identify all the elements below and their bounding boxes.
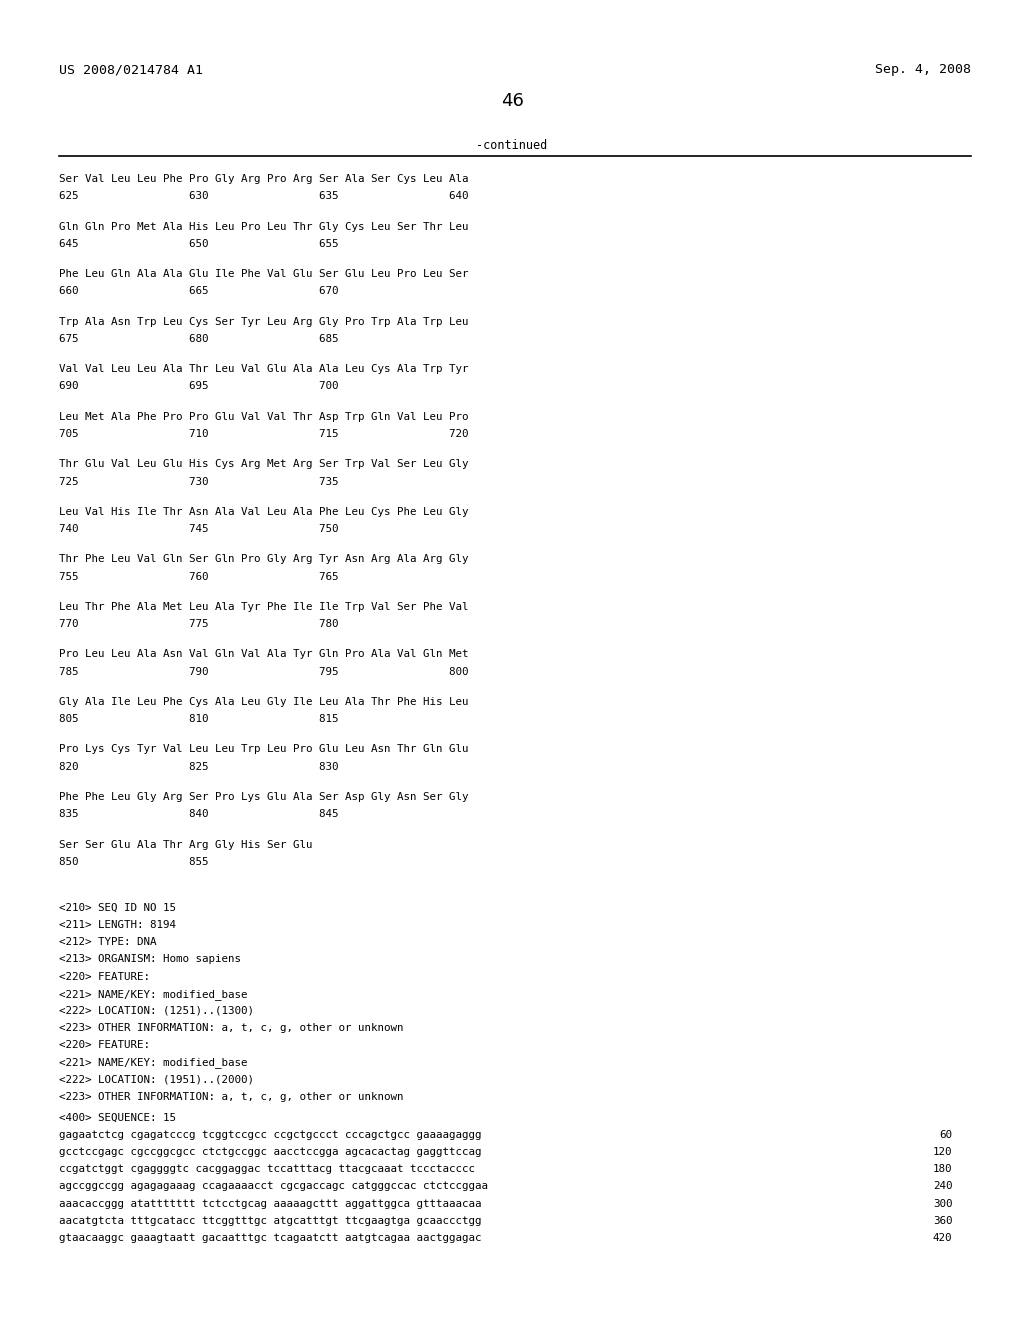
Text: 360: 360 [933, 1216, 952, 1226]
Text: Pro Lys Cys Tyr Val Leu Leu Trp Leu Pro Glu Leu Asn Thr Gln Glu: Pro Lys Cys Tyr Val Leu Leu Trp Leu Pro … [59, 744, 469, 755]
Text: <222> LOCATION: (1951)..(2000): <222> LOCATION: (1951)..(2000) [59, 1074, 254, 1085]
Text: agccggccgg agagagaaag ccagaaaacct cgcgaccagc catgggccac ctctccggaa: agccggccgg agagagaaag ccagaaaacct cgcgac… [59, 1181, 488, 1192]
Text: Phe Phe Leu Gly Arg Ser Pro Lys Glu Ala Ser Asp Gly Asn Ser Gly: Phe Phe Leu Gly Arg Ser Pro Lys Glu Ala … [59, 792, 469, 803]
Text: 835                 840                 845: 835 840 845 [59, 809, 339, 820]
Text: 725                 730                 735: 725 730 735 [59, 477, 339, 487]
Text: 660                 665                 670: 660 665 670 [59, 286, 339, 297]
Text: <400> SEQUENCE: 15: <400> SEQUENCE: 15 [59, 1113, 176, 1123]
Text: <221> NAME/KEY: modified_base: <221> NAME/KEY: modified_base [59, 1057, 248, 1068]
Text: 120: 120 [933, 1147, 952, 1158]
Text: Leu Met Ala Phe Pro Pro Glu Val Val Thr Asp Trp Gln Val Leu Pro: Leu Met Ala Phe Pro Pro Glu Val Val Thr … [59, 412, 469, 422]
Text: Ser Ser Glu Ala Thr Arg Gly His Ser Glu: Ser Ser Glu Ala Thr Arg Gly His Ser Glu [59, 840, 313, 850]
Text: 240: 240 [933, 1181, 952, 1192]
Text: Val Val Leu Leu Ala Thr Leu Val Glu Ala Ala Leu Cys Ala Trp Tyr: Val Val Leu Leu Ala Thr Leu Val Glu Ala … [59, 364, 469, 375]
Text: <210> SEQ ID NO 15: <210> SEQ ID NO 15 [59, 903, 176, 913]
Text: Leu Val His Ile Thr Asn Ala Val Leu Ala Phe Leu Cys Phe Leu Gly: Leu Val His Ile Thr Asn Ala Val Leu Ala … [59, 507, 469, 517]
Text: 60: 60 [939, 1130, 952, 1140]
Text: ccgatctggt cgaggggtc cacggaggac tccatttacg ttacgcaaat tccctacccc: ccgatctggt cgaggggtc cacggaggac tccattta… [59, 1164, 475, 1175]
Text: <212> TYPE: DNA: <212> TYPE: DNA [59, 937, 157, 948]
Text: -continued: -continued [476, 139, 548, 152]
Text: 300: 300 [933, 1199, 952, 1209]
Text: <220> FEATURE:: <220> FEATURE: [59, 972, 151, 982]
Text: 46: 46 [501, 92, 523, 111]
Text: 785                 790                 795                 800: 785 790 795 800 [59, 667, 469, 677]
Text: 805                 810                 815: 805 810 815 [59, 714, 339, 725]
Text: Leu Thr Phe Ala Met Leu Ala Tyr Phe Ile Ile Trp Val Ser Phe Val: Leu Thr Phe Ala Met Leu Ala Tyr Phe Ile … [59, 602, 469, 612]
Text: US 2008/0214784 A1: US 2008/0214784 A1 [59, 63, 204, 77]
Text: aacatgtcta tttgcatacc ttcggtttgc atgcatttgt ttcgaagtga gcaaccctgg: aacatgtcta tttgcatacc ttcggtttgc atgcatt… [59, 1216, 482, 1226]
Text: 755                 760                 765: 755 760 765 [59, 572, 339, 582]
Text: <221> NAME/KEY: modified_base: <221> NAME/KEY: modified_base [59, 989, 248, 999]
Text: <220> FEATURE:: <220> FEATURE: [59, 1040, 151, 1051]
Text: <211> LENGTH: 8194: <211> LENGTH: 8194 [59, 920, 176, 931]
Text: Thr Glu Val Leu Glu His Cys Arg Met Arg Ser Trp Val Ser Leu Gly: Thr Glu Val Leu Glu His Cys Arg Met Arg … [59, 459, 469, 470]
Text: gagaatctcg cgagatcccg tcggtccgcc ccgctgccct cccagctgcc gaaaagaggg: gagaatctcg cgagatcccg tcggtccgcc ccgctgc… [59, 1130, 482, 1140]
Text: 770                 775                 780: 770 775 780 [59, 619, 339, 630]
Text: 625                 630                 635                 640: 625 630 635 640 [59, 191, 469, 202]
Text: <223> OTHER INFORMATION: a, t, c, g, other or unknown: <223> OTHER INFORMATION: a, t, c, g, oth… [59, 1092, 403, 1102]
Text: 820                 825                 830: 820 825 830 [59, 762, 339, 772]
Text: <223> OTHER INFORMATION: a, t, c, g, other or unknown: <223> OTHER INFORMATION: a, t, c, g, oth… [59, 1023, 403, 1034]
Text: Pro Leu Leu Ala Asn Val Gln Val Ala Tyr Gln Pro Ala Val Gln Met: Pro Leu Leu Ala Asn Val Gln Val Ala Tyr … [59, 649, 469, 660]
Text: gtaacaaggc gaaagtaatt gacaatttgc tcagaatctt aatgtcagaa aactggagac: gtaacaaggc gaaagtaatt gacaatttgc tcagaat… [59, 1233, 482, 1243]
Text: Ser Val Leu Leu Phe Pro Gly Arg Pro Arg Ser Ala Ser Cys Leu Ala: Ser Val Leu Leu Phe Pro Gly Arg Pro Arg … [59, 174, 469, 185]
Text: Gln Gln Pro Met Ala His Leu Pro Leu Thr Gly Cys Leu Ser Thr Leu: Gln Gln Pro Met Ala His Leu Pro Leu Thr … [59, 222, 469, 232]
Text: 705                 710                 715                 720: 705 710 715 720 [59, 429, 469, 440]
Text: Sep. 4, 2008: Sep. 4, 2008 [874, 63, 971, 77]
Text: Thr Phe Leu Val Gln Ser Gln Pro Gly Arg Tyr Asn Arg Ala Arg Gly: Thr Phe Leu Val Gln Ser Gln Pro Gly Arg … [59, 554, 469, 565]
Text: Phe Leu Gln Ala Ala Glu Ile Phe Val Glu Ser Glu Leu Pro Leu Ser: Phe Leu Gln Ala Ala Glu Ile Phe Val Glu … [59, 269, 469, 280]
Text: gcctccgagc cgccggcgcc ctctgccggc aacctccgga agcacactag gaggttccag: gcctccgagc cgccggcgcc ctctgccggc aacctcc… [59, 1147, 482, 1158]
Text: <213> ORGANISM: Homo sapiens: <213> ORGANISM: Homo sapiens [59, 954, 242, 965]
Text: 690                 695                 700: 690 695 700 [59, 381, 339, 392]
Text: 645                 650                 655: 645 650 655 [59, 239, 339, 249]
Text: 850                 855: 850 855 [59, 857, 209, 867]
Text: aaacaccggg atattttttt tctcctgcag aaaaagcttt aggattggca gtttaaacaa: aaacaccggg atattttttt tctcctgcag aaaaagc… [59, 1199, 482, 1209]
Text: 420: 420 [933, 1233, 952, 1243]
Text: <222> LOCATION: (1251)..(1300): <222> LOCATION: (1251)..(1300) [59, 1006, 254, 1016]
Text: 675                 680                 685: 675 680 685 [59, 334, 339, 345]
Text: Trp Ala Asn Trp Leu Cys Ser Tyr Leu Arg Gly Pro Trp Ala Trp Leu: Trp Ala Asn Trp Leu Cys Ser Tyr Leu Arg … [59, 317, 469, 327]
Text: Gly Ala Ile Leu Phe Cys Ala Leu Gly Ile Leu Ala Thr Phe His Leu: Gly Ala Ile Leu Phe Cys Ala Leu Gly Ile … [59, 697, 469, 708]
Text: 180: 180 [933, 1164, 952, 1175]
Text: 740                 745                 750: 740 745 750 [59, 524, 339, 535]
